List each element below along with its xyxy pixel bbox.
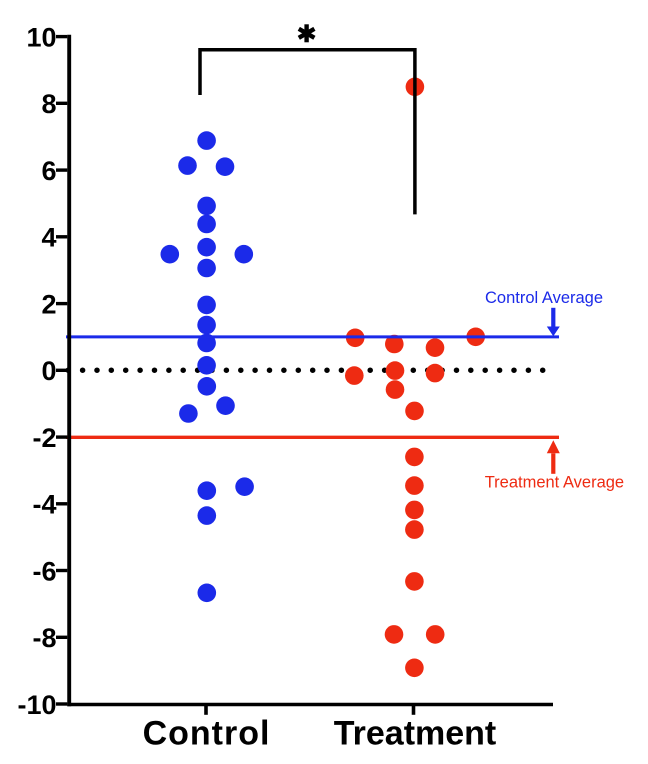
svg-text:2: 2 <box>41 289 56 319</box>
svg-text:Treatment: Treatment <box>334 715 497 753</box>
svg-text:0: 0 <box>41 356 56 386</box>
svg-text:10: 10 <box>26 22 56 52</box>
svg-text:4: 4 <box>41 223 56 253</box>
svg-text:-10: -10 <box>17 690 56 720</box>
svg-text:Control: Control <box>143 715 271 753</box>
svg-text:-2: -2 <box>32 423 56 453</box>
svg-text:6: 6 <box>41 156 56 186</box>
svg-text:Control Average: Control Average <box>485 289 603 307</box>
svg-text:-8: -8 <box>32 623 56 653</box>
svg-text:8: 8 <box>41 89 56 119</box>
svg-text:-4: -4 <box>32 490 56 520</box>
svg-text:Treatment Average: Treatment Average <box>485 474 624 492</box>
svg-text:-6: -6 <box>32 556 56 586</box>
